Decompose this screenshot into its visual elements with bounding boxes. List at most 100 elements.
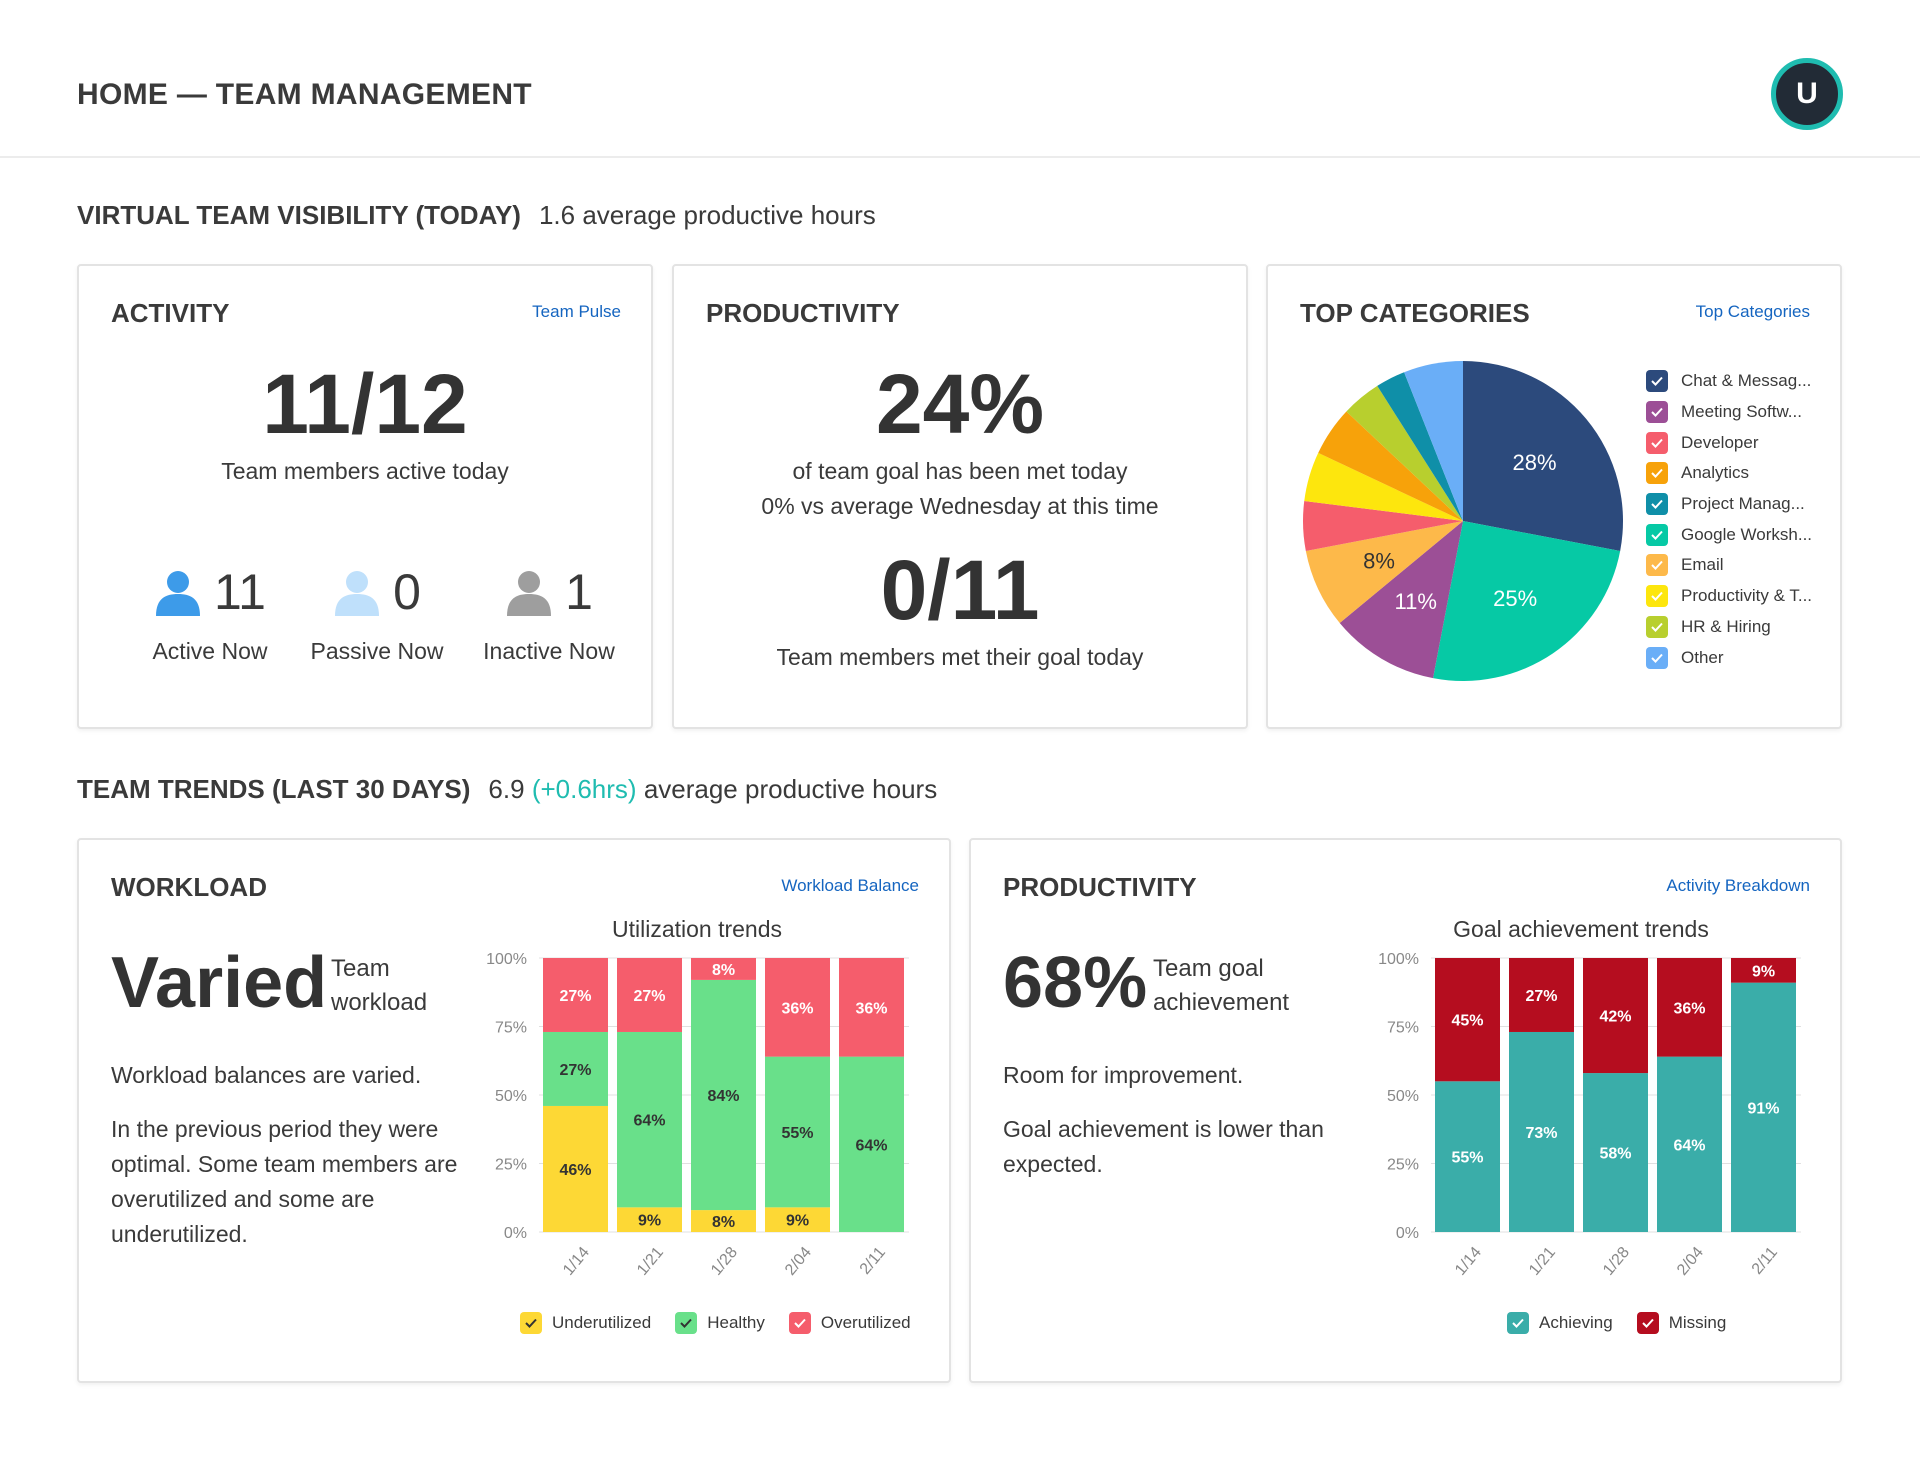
goal-legend-missing[interactable]: Missing bbox=[1636, 1312, 1726, 1334]
utilization-bar-healthy-1-21[interactable] bbox=[617, 1031, 682, 1208]
legend-item-google-worksh[interactable]: Google Worksh... bbox=[1646, 519, 1812, 550]
goal-bar-achieving-1-21[interactable] bbox=[1509, 1031, 1574, 1232]
goal-bar-achieving-2-04[interactable] bbox=[1657, 1056, 1722, 1232]
legend-checkbox-icon[interactable] bbox=[1507, 1312, 1529, 1334]
pie-label-meeting-softw: 11% bbox=[1395, 589, 1437, 614]
active-now-value: 11 bbox=[214, 564, 266, 620]
legend-item-meeting-softw[interactable]: Meeting Softw... bbox=[1646, 397, 1812, 428]
pie-slice-project-manag[interactable] bbox=[1377, 372, 1463, 521]
utilization-bar-underutilized-2-04[interactable] bbox=[765, 1207, 830, 1232]
legend-item-email[interactable]: Email bbox=[1646, 550, 1812, 581]
productivity-trend-card: PRODUCTIVITY Activity Breakdown 68% Team… bbox=[969, 838, 1842, 1383]
trends-delta: (+0.6hrs) bbox=[531, 774, 637, 804]
goal-bar-achieving-1-28[interactable] bbox=[1583, 1073, 1648, 1232]
legend-checkbox-icon[interactable] bbox=[520, 1312, 542, 1334]
members-met-goal-label: Team members met their goal today bbox=[776, 644, 1144, 670]
passive-now-label: Passive Now bbox=[310, 638, 444, 664]
legend-checkbox-icon[interactable] bbox=[1646, 554, 1668, 577]
goal-bar-achieving-2-11[interactable] bbox=[1731, 982, 1796, 1232]
pie-slice-productivity-t[interactable] bbox=[1304, 452, 1463, 521]
legend-label: Achieving bbox=[1539, 1313, 1613, 1332]
pie-slice-email[interactable] bbox=[1305, 521, 1463, 623]
workload-title: WORKLOAD bbox=[111, 872, 267, 902]
legend-checkbox-icon[interactable] bbox=[1646, 370, 1668, 393]
legend-item-other[interactable]: Other bbox=[1646, 642, 1812, 673]
pie-slice-hr-hiring[interactable] bbox=[1346, 385, 1463, 521]
legend-item-developer[interactable]: Developer bbox=[1646, 427, 1812, 458]
legend-checkbox-icon[interactable] bbox=[788, 1312, 811, 1334]
goal-bar-achieving-1-14[interactable] bbox=[1435, 1081, 1500, 1232]
utilization-bar-healthy-1-14[interactable] bbox=[543, 1031, 608, 1106]
utilization-bar-overutilized-1-21[interactable] bbox=[617, 958, 682, 1032]
legend-item-productivity-t[interactable]: Productivity & T... bbox=[1646, 581, 1812, 612]
goal-data-label: 27% bbox=[1525, 988, 1557, 1005]
legend-checkbox-icon[interactable] bbox=[1646, 462, 1668, 485]
workload-card: WORKLOAD Workload Balance Varied Team wo… bbox=[77, 838, 951, 1383]
goal-bar-missing-1-21[interactable] bbox=[1509, 958, 1574, 1032]
legend-checkbox-icon[interactable] bbox=[675, 1312, 698, 1334]
y-tick-label: 25% bbox=[495, 1157, 527, 1174]
activity-card: ACTIVITY Team Pulse 11/12 Team members a… bbox=[77, 264, 653, 729]
legend-checkbox-icon[interactable] bbox=[1646, 493, 1668, 516]
pie-slice-chat-messag[interactable] bbox=[1463, 361, 1623, 551]
activity-breakdown-link[interactable]: Activity Breakdown bbox=[1666, 876, 1810, 895]
workload-balance-link[interactable]: Workload Balance bbox=[781, 876, 919, 895]
goal-achievement-side-label-line2: achievement bbox=[1153, 989, 1290, 1016]
goal-bar-missing-1-28[interactable] bbox=[1583, 958, 1648, 1074]
pie-slice-developer[interactable] bbox=[1303, 500, 1463, 551]
user-avatar[interactable]: U bbox=[1771, 58, 1843, 130]
utilization-legend-healthy[interactable]: Healthy bbox=[675, 1312, 765, 1334]
legend-checkbox-icon[interactable] bbox=[1646, 615, 1668, 638]
utilization-bar-healthy-2-11[interactable] bbox=[839, 1056, 904, 1232]
top-categories-link[interactable]: Top Categories bbox=[1695, 302, 1810, 321]
pie-slice-other[interactable] bbox=[1404, 361, 1463, 521]
utilization-bar-underutilized-1-14[interactable] bbox=[543, 1105, 608, 1232]
goal-achievement-side-label-line1: Team goal bbox=[1153, 955, 1264, 982]
utilization-data-label: 27% bbox=[633, 988, 665, 1005]
pie-label-chat-messag: 28% bbox=[1512, 450, 1556, 475]
productivity-today-card: PRODUCTIVITY 24% of team goal has been m… bbox=[672, 264, 1248, 729]
team-pulse-link[interactable]: Team Pulse bbox=[532, 302, 621, 321]
legend-item-analytics[interactable]: Analytics bbox=[1646, 458, 1812, 489]
productivity-summary: Room for improvement. bbox=[1003, 1062, 1244, 1088]
y-tick-label: 0% bbox=[504, 1225, 527, 1240]
utilization-bar-underutilized-1-21[interactable] bbox=[617, 1207, 682, 1232]
productivity-detail: Goal achievement is lower than expected. bbox=[1003, 1116, 1324, 1177]
utilization-data-label: 84% bbox=[707, 1088, 739, 1105]
goal-data-label: 91% bbox=[1747, 1100, 1779, 1117]
utilization-bar-healthy-2-04[interactable] bbox=[765, 1056, 830, 1208]
goal-legend-achieving[interactable]: Achieving bbox=[1507, 1312, 1613, 1334]
utilization-bar-healthy-1-28[interactable] bbox=[691, 979, 756, 1211]
legend-item-chat-messag[interactable]: Chat & Messag... bbox=[1646, 366, 1812, 397]
utilization-legend-overutilized[interactable]: Overutilized bbox=[788, 1312, 911, 1334]
legend-checkbox-icon[interactable] bbox=[1646, 401, 1668, 424]
utilization-bar-overutilized-1-28[interactable] bbox=[691, 958, 756, 980]
legend-item-project-manag[interactable]: Project Manag... bbox=[1646, 489, 1812, 520]
y-tick-label: 50% bbox=[1387, 1088, 1419, 1105]
pie-slice-google-worksh[interactable] bbox=[1433, 521, 1621, 681]
workload-side-label-line1: Team bbox=[331, 955, 390, 982]
goal-bar-missing-2-04[interactable] bbox=[1657, 958, 1722, 1057]
pie-slice-meeting-softw[interactable] bbox=[1339, 521, 1463, 679]
pie-slice-analytics[interactable] bbox=[1318, 411, 1463, 521]
utilization-bar-overutilized-2-04[interactable] bbox=[765, 958, 830, 1057]
utilization-bar-underutilized-1-28[interactable] bbox=[691, 1210, 756, 1232]
trends-heading: TEAM TRENDS (LAST 30 DAYS) 6.9 (+0.6hrs) … bbox=[77, 774, 937, 805]
legend-checkbox-icon[interactable] bbox=[1646, 585, 1668, 608]
legend-checkbox-icon[interactable] bbox=[1646, 431, 1668, 454]
utilization-bar-overutilized-2-11[interactable] bbox=[839, 958, 904, 1057]
workload-detail: In the previous period they were optimal… bbox=[111, 1116, 458, 1247]
members-met-goal-ratio: 0/11 bbox=[880, 543, 1040, 637]
legend-checkbox-icon[interactable] bbox=[1636, 1312, 1659, 1334]
legend-checkbox-icon[interactable] bbox=[1646, 646, 1668, 669]
goal-achievement-legend: Achieving Missing bbox=[1507, 1312, 1726, 1334]
legend-checkbox-icon[interactable] bbox=[1646, 523, 1668, 546]
utilization-data-label: 9% bbox=[638, 1213, 661, 1230]
goal-data-label: 55% bbox=[1451, 1150, 1483, 1167]
utilization-bar-overutilized-1-14[interactable] bbox=[543, 958, 608, 1032]
utilization-legend-underutilized[interactable]: Underutilized bbox=[520, 1312, 651, 1334]
goal-bar-missing-1-14[interactable] bbox=[1435, 958, 1500, 1082]
legend-item-hr-hiring[interactable]: HR & Hiring bbox=[1646, 612, 1812, 643]
goal-data-label: 45% bbox=[1451, 1013, 1483, 1030]
goal-bar-missing-2-11[interactable] bbox=[1731, 958, 1796, 983]
